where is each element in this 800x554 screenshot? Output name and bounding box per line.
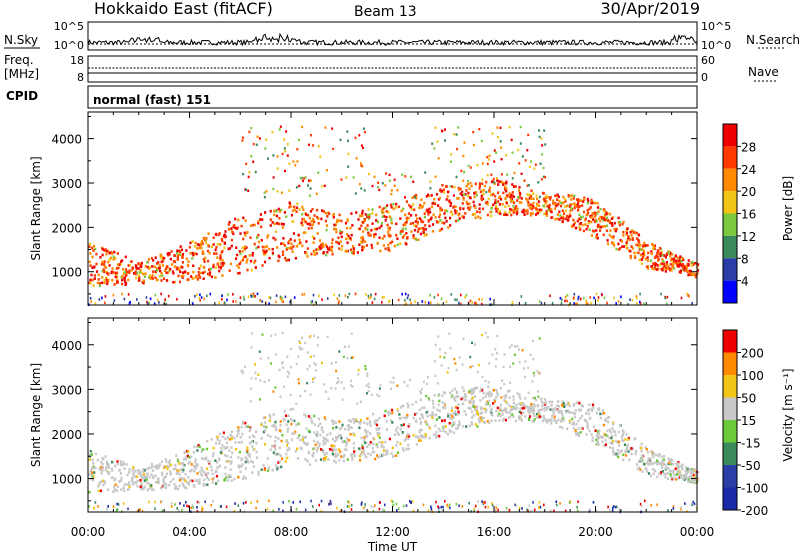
power-colorbar-label: 8	[741, 252, 749, 266]
power-colorbar-title: Power [dB]	[781, 176, 795, 241]
power-colorbar-cell	[723, 124, 737, 147]
velocity-colorbar-label: -200	[741, 504, 768, 518]
noise-tick-left-low: 10^0	[54, 39, 84, 52]
noise-trace	[87, 32, 698, 47]
time-tick-label: 00:00	[680, 525, 715, 539]
velocity-colorbar-cell	[723, 487, 737, 510]
time-tick-label: 00:00	[71, 525, 106, 539]
nave-label: Nave	[748, 65, 779, 79]
power-ytick-label: 3000	[51, 177, 82, 191]
velocity-colorbar-cell	[723, 465, 737, 488]
power-colorbar-label: 16	[741, 208, 756, 222]
noise-panel-frame	[87, 21, 698, 51]
cpid-label: CPID	[6, 89, 38, 103]
velocity-colorbar-label: 15	[741, 414, 756, 428]
velocity-panel-frame	[87, 317, 698, 513]
power-ytick-label: 2000	[51, 221, 82, 235]
velocity-ylabel: Slant Range [km]	[29, 363, 43, 467]
velocity-ytick-label: 2000	[51, 428, 82, 442]
velocity-colorbar-cell	[723, 442, 737, 465]
time-tick-label: 04:00	[172, 525, 207, 539]
power-colorbar-label: 20	[741, 185, 756, 199]
freq-tick-right-high: 60	[701, 54, 715, 67]
cpid-panel-frame	[87, 85, 698, 109]
power-colorbar-label: 28	[741, 140, 756, 154]
time-tick-label: 08:00	[274, 525, 309, 539]
mhz-label: [MHz]	[4, 67, 39, 81]
nsearch-label: N.Search	[746, 33, 800, 47]
velocity-colorbar-title: Velocity [m s⁻¹]	[781, 368, 795, 461]
velocity-colorbar-label: 200	[741, 347, 764, 361]
power-colorbar-cell	[723, 258, 737, 281]
velocity-colorbar-label: 50	[741, 392, 756, 406]
velocity-colorbar-label: -100	[741, 482, 768, 496]
velocity-ytick-label: 1000	[51, 473, 82, 487]
velocity-colorbar-cell	[723, 352, 737, 375]
time-tick-label: 20:00	[578, 525, 613, 539]
velocity-colorbar-cell	[723, 330, 737, 353]
power-ylabel: Slant Range [km]	[29, 156, 43, 260]
power-colorbar-cell	[723, 280, 737, 303]
power-colorbar-label: 24	[741, 163, 756, 177]
velocity-colorbar-cell	[723, 420, 737, 443]
velocity-colorbar-label: -50	[741, 459, 761, 473]
power-colorbar-cell	[723, 235, 737, 259]
station-title: Hokkaido East (fitACF)	[94, 0, 273, 18]
time-tick-label: 12:00	[375, 525, 410, 539]
freq-panel-frame	[87, 55, 698, 83]
power-colorbar-label: 4	[741, 275, 749, 289]
velocity-colorbar-label: -15	[741, 437, 761, 451]
velocity-colorbar-cell	[723, 397, 737, 420]
time-axis-label: Time UT	[367, 540, 418, 554]
velocity-colorbar-cell	[723, 375, 737, 398]
power-colorbar-cell	[723, 168, 737, 192]
freq-tick-left-high: 18	[70, 54, 84, 67]
freq-tick-left-low: 8	[77, 71, 84, 84]
beam-label: Beam 13	[354, 4, 417, 20]
date-label: 30/Apr/2019	[600, 0, 700, 18]
velocity-scatter	[88, 331, 700, 514]
power-colorbar-cell	[723, 146, 737, 169]
power-scatter	[88, 125, 700, 307]
power-ytick-label: 1000	[51, 266, 82, 280]
noise-tick-right-low: 10^0	[701, 39, 731, 52]
power-colorbar-cell	[723, 213, 737, 236]
velocity-colorbar-label: 100	[741, 369, 764, 383]
power-ytick-label: 4000	[51, 133, 82, 147]
freq-label: Freq.	[4, 53, 34, 67]
mode-label: normal (fast) 151	[93, 93, 211, 107]
noise-tick-right-high: 10^5	[701, 20, 731, 33]
velocity-ytick-label: 4000	[51, 339, 82, 353]
noise-tick-left-high: 10^5	[54, 20, 84, 33]
power-colorbar-label: 12	[741, 230, 756, 244]
velocity-ytick-label: 3000	[51, 383, 82, 397]
nsky-label: N.Sky	[4, 33, 38, 47]
power-colorbar-cell	[723, 191, 737, 214]
freq-tick-right-low: 0	[701, 71, 708, 84]
time-tick-label: 16:00	[477, 525, 512, 539]
